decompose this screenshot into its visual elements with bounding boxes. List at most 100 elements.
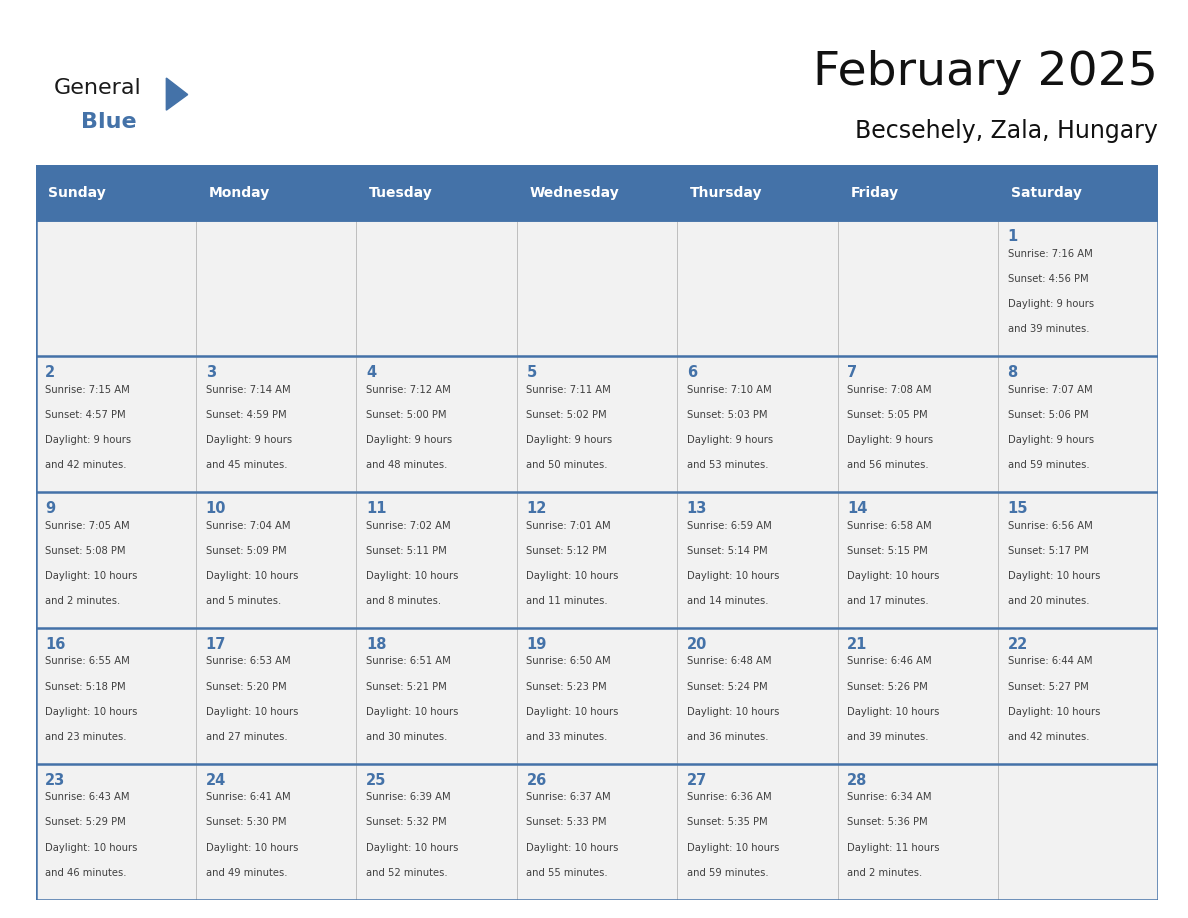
Text: Sunset: 4:57 PM: Sunset: 4:57 PM (45, 409, 126, 420)
Text: and 55 minutes.: and 55 minutes. (526, 868, 608, 878)
Text: 26: 26 (526, 773, 546, 788)
Text: 2: 2 (45, 365, 56, 380)
Text: and 14 minutes.: and 14 minutes. (687, 596, 769, 606)
Text: and 42 minutes.: and 42 minutes. (1007, 732, 1089, 742)
Text: and 8 minutes.: and 8 minutes. (366, 596, 441, 606)
Bar (838, 764, 998, 900)
Text: Daylight: 10 hours: Daylight: 10 hours (526, 571, 619, 581)
Text: and 59 minutes.: and 59 minutes. (687, 868, 769, 878)
Text: 21: 21 (847, 637, 867, 652)
Text: Daylight: 10 hours: Daylight: 10 hours (366, 843, 459, 853)
Text: Sunrise: 6:43 AM: Sunrise: 6:43 AM (45, 792, 129, 802)
Text: Becsehely, Zala, Hungary: Becsehely, Zala, Hungary (855, 119, 1158, 143)
Bar (838, 492, 998, 628)
Text: Sunrise: 6:41 AM: Sunrise: 6:41 AM (206, 792, 290, 802)
Bar (356, 492, 517, 628)
Bar (517, 492, 677, 628)
Text: 25: 25 (366, 773, 386, 788)
Text: Sunset: 5:12 PM: Sunset: 5:12 PM (526, 545, 607, 555)
Text: Sunset: 5:27 PM: Sunset: 5:27 PM (1007, 681, 1088, 691)
Text: Sunrise: 6:51 AM: Sunrise: 6:51 AM (366, 656, 450, 666)
Text: Daylight: 10 hours: Daylight: 10 hours (847, 707, 940, 717)
Text: Sunrise: 6:39 AM: Sunrise: 6:39 AM (366, 792, 450, 802)
Text: Friday: Friday (851, 185, 898, 200)
Text: and 20 minutes.: and 20 minutes. (1007, 596, 1089, 606)
Bar (998, 356, 1158, 492)
Bar (998, 165, 1158, 220)
Text: Sunrise: 7:15 AM: Sunrise: 7:15 AM (45, 385, 129, 395)
Text: Sunset: 5:17 PM: Sunset: 5:17 PM (1007, 545, 1088, 555)
Text: 14: 14 (847, 501, 867, 516)
Text: Sunrise: 7:12 AM: Sunrise: 7:12 AM (366, 385, 450, 395)
Text: 5: 5 (526, 365, 537, 380)
Text: 9: 9 (45, 501, 56, 516)
Bar (998, 764, 1158, 900)
Text: Daylight: 10 hours: Daylight: 10 hours (526, 707, 619, 717)
Text: Daylight: 9 hours: Daylight: 9 hours (206, 435, 292, 445)
Text: Daylight: 10 hours: Daylight: 10 hours (687, 843, 779, 853)
Text: 27: 27 (687, 773, 707, 788)
Text: and 56 minutes.: and 56 minutes. (847, 460, 929, 470)
Text: Sunrise: 7:04 AM: Sunrise: 7:04 AM (206, 521, 290, 531)
Text: and 52 minutes.: and 52 minutes. (366, 868, 448, 878)
Text: Sunrise: 6:37 AM: Sunrise: 6:37 AM (526, 792, 611, 802)
Text: Sunrise: 7:11 AM: Sunrise: 7:11 AM (526, 385, 611, 395)
Text: Sunrise: 6:46 AM: Sunrise: 6:46 AM (847, 656, 931, 666)
Text: 8: 8 (1007, 365, 1018, 380)
Text: Daylight: 9 hours: Daylight: 9 hours (366, 435, 453, 445)
Text: and 53 minutes.: and 53 minutes. (687, 460, 769, 470)
Text: Daylight: 10 hours: Daylight: 10 hours (1007, 571, 1100, 581)
Text: Sunset: 4:59 PM: Sunset: 4:59 PM (206, 409, 286, 420)
Bar (517, 356, 677, 492)
Text: Sunset: 5:24 PM: Sunset: 5:24 PM (687, 681, 767, 691)
Text: Daylight: 10 hours: Daylight: 10 hours (45, 707, 138, 717)
Text: and 17 minutes.: and 17 minutes. (847, 596, 929, 606)
Text: 4: 4 (366, 365, 377, 380)
Text: Sunrise: 6:48 AM: Sunrise: 6:48 AM (687, 656, 771, 666)
Bar (677, 764, 838, 900)
Bar (677, 165, 838, 220)
Text: Sunset: 5:15 PM: Sunset: 5:15 PM (847, 545, 928, 555)
Text: 12: 12 (526, 501, 546, 516)
Bar (196, 492, 356, 628)
Text: 19: 19 (526, 637, 546, 652)
Text: Daylight: 9 hours: Daylight: 9 hours (847, 435, 934, 445)
Bar (36, 492, 196, 628)
Text: and 23 minutes.: and 23 minutes. (45, 732, 127, 742)
Text: and 48 minutes.: and 48 minutes. (366, 460, 448, 470)
Bar (36, 165, 196, 220)
Text: Wednesday: Wednesday (530, 185, 619, 200)
Text: Daylight: 10 hours: Daylight: 10 hours (206, 707, 298, 717)
Text: Sunset: 5:35 PM: Sunset: 5:35 PM (687, 817, 767, 827)
Bar (196, 764, 356, 900)
Text: Sunset: 5:32 PM: Sunset: 5:32 PM (366, 817, 447, 827)
Text: and 2 minutes.: and 2 minutes. (45, 596, 120, 606)
Text: Sunday: Sunday (49, 185, 106, 200)
Text: Daylight: 9 hours: Daylight: 9 hours (1007, 299, 1094, 309)
Text: Daylight: 10 hours: Daylight: 10 hours (206, 843, 298, 853)
Text: and 27 minutes.: and 27 minutes. (206, 732, 287, 742)
Text: Sunrise: 6:56 AM: Sunrise: 6:56 AM (1007, 521, 1092, 531)
Text: Sunrise: 6:50 AM: Sunrise: 6:50 AM (526, 656, 611, 666)
Text: Sunset: 5:29 PM: Sunset: 5:29 PM (45, 817, 126, 827)
Bar (677, 492, 838, 628)
Text: 10: 10 (206, 501, 226, 516)
Text: Daylight: 10 hours: Daylight: 10 hours (366, 571, 459, 581)
Text: Sunrise: 7:01 AM: Sunrise: 7:01 AM (526, 521, 611, 531)
Text: Sunrise: 7:08 AM: Sunrise: 7:08 AM (847, 385, 931, 395)
Text: Sunrise: 7:14 AM: Sunrise: 7:14 AM (206, 385, 290, 395)
Bar (36, 764, 196, 900)
Text: Sunset: 5:14 PM: Sunset: 5:14 PM (687, 545, 767, 555)
Text: 18: 18 (366, 637, 386, 652)
Bar (838, 220, 998, 356)
Bar (838, 165, 998, 220)
Text: 13: 13 (687, 501, 707, 516)
Text: and 5 minutes.: and 5 minutes. (206, 596, 280, 606)
Bar (517, 165, 677, 220)
Text: and 49 minutes.: and 49 minutes. (206, 868, 287, 878)
Bar (998, 628, 1158, 764)
Text: Daylight: 11 hours: Daylight: 11 hours (847, 843, 940, 853)
Text: Sunset: 5:03 PM: Sunset: 5:03 PM (687, 409, 767, 420)
Text: Daylight: 9 hours: Daylight: 9 hours (687, 435, 773, 445)
Text: Sunrise: 7:10 AM: Sunrise: 7:10 AM (687, 385, 771, 395)
